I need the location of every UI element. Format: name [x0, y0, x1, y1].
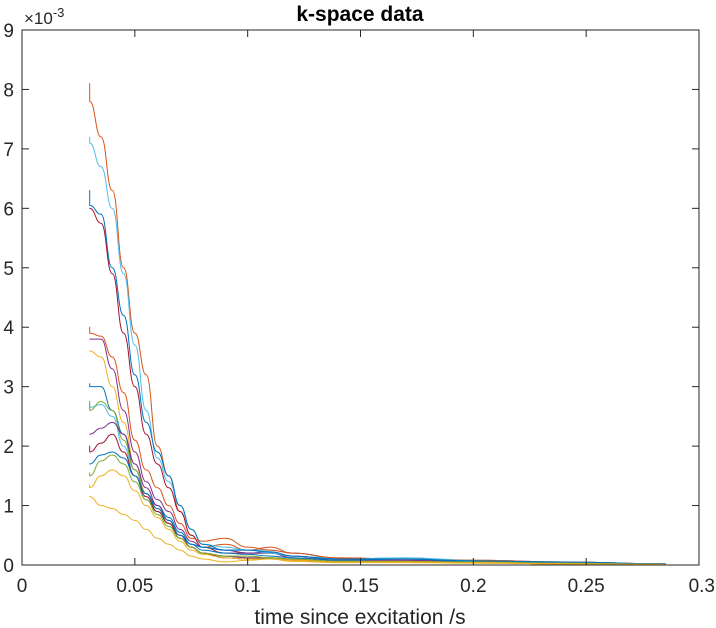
y-tick-label-1: 1 [3, 497, 14, 518]
y-tick-label-7: 7 [3, 140, 14, 161]
x-tick-label-4: 0.2 [460, 576, 486, 597]
y-tick-label-0: 0 [3, 556, 14, 577]
x-tick-label-6: 0.3 [689, 576, 715, 597]
axes-layer: 0 0.05 0.1 0.15 0.2 0.25 0.3 0 1 2 3 4 5 6 7 8 9 [3, 21, 715, 597]
y-exponent-label: ×10-3 [24, 5, 64, 28]
chart-title: k-space data [296, 3, 424, 26]
x-tick-label-0: 0 [17, 576, 28, 597]
x-tick-label-1: 0.05 [116, 576, 153, 597]
series-line-16 [89, 496, 666, 565]
y-tick-label-3: 3 [3, 378, 14, 399]
x-tick-label-5: 0.25 [568, 576, 605, 597]
y-exponent-power: -3 [53, 5, 65, 20]
plot-area [22, 30, 699, 565]
series-line-14 [89, 454, 666, 565]
svg-text:×10-3: ×10-3 [24, 5, 64, 28]
y-tick-label-4: 4 [3, 318, 14, 339]
y-tick-label-6: 6 [3, 199, 14, 220]
x-tick-label-2: 0.1 [234, 576, 260, 597]
x-tick-label-3: 0.15 [342, 576, 379, 597]
y-tick-label-9: 9 [3, 21, 14, 42]
y-tick-label-2: 2 [3, 437, 14, 458]
series-line-13 [89, 451, 666, 565]
y-tick-label-8: 8 [3, 80, 14, 101]
y-tick-label-5: 5 [3, 259, 14, 280]
series-line-15 [89, 469, 666, 565]
series-layer [89, 83, 666, 565]
y-exponent-base: ×10 [24, 9, 53, 28]
x-axis-label: time since excitation /s [254, 606, 465, 628]
